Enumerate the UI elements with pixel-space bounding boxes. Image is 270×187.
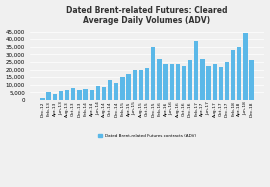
Bar [71, 88, 75, 100]
Bar [40, 98, 45, 100]
Bar [212, 64, 217, 100]
Bar [83, 89, 88, 100]
Bar [151, 47, 155, 100]
Legend: Dated Brent-related Futures contracts (ADV): Dated Brent-related Futures contracts (A… [96, 132, 198, 139]
Bar [194, 41, 198, 100]
Bar [90, 90, 94, 100]
Title: Dated Brent-related Futures: Cleared
Average Daily Volumes (ADV): Dated Brent-related Futures: Cleared Ave… [66, 6, 228, 25]
Bar [219, 67, 223, 100]
Bar [139, 70, 143, 100]
Bar [145, 68, 149, 100]
Bar [206, 66, 211, 100]
Bar [46, 92, 51, 100]
Bar [170, 64, 174, 100]
Bar [157, 59, 161, 100]
Bar [120, 77, 124, 100]
Bar [188, 60, 192, 100]
Bar [249, 60, 254, 100]
Bar [237, 47, 241, 100]
Bar [243, 33, 248, 100]
Bar [108, 80, 112, 100]
Bar [225, 62, 229, 100]
Bar [126, 74, 131, 100]
Bar [200, 59, 205, 100]
Bar [231, 50, 235, 100]
Bar [77, 90, 82, 100]
Bar [182, 66, 186, 100]
Bar [176, 64, 180, 100]
Bar [53, 94, 57, 100]
Bar [102, 87, 106, 100]
Bar [59, 91, 63, 100]
Bar [96, 86, 100, 100]
Bar [163, 64, 168, 100]
Bar [114, 82, 119, 100]
Bar [133, 70, 137, 100]
Bar [65, 90, 69, 100]
